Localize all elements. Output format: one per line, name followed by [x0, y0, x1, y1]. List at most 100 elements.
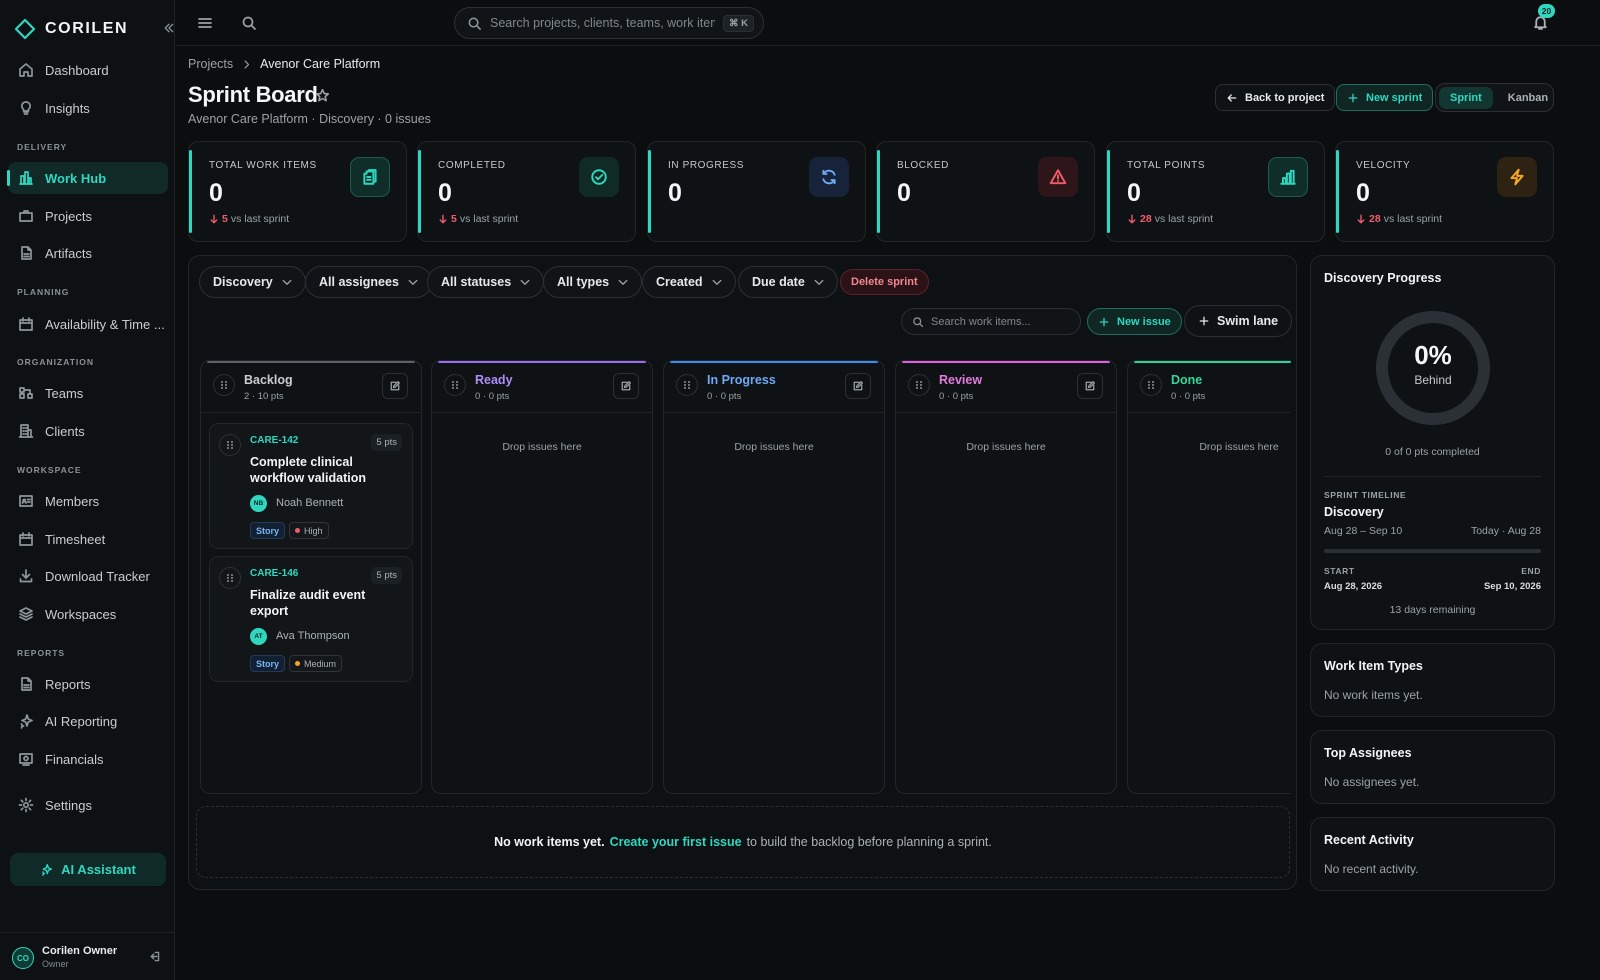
- filter-due-date[interactable]: Due date: [738, 266, 838, 298]
- filter-label: All types: [557, 275, 610, 289]
- search-input[interactable]: [490, 16, 715, 30]
- drag-handle-icon[interactable]: [676, 374, 698, 396]
- new-issue-button[interactable]: New issue: [1087, 308, 1182, 335]
- issue-card[interactable]: CARE-146 5 pts Finalize audit event expo…: [209, 556, 413, 682]
- new-sprint-button[interactable]: New sprint: [1336, 84, 1434, 111]
- drag-handle-icon[interactable]: [1140, 374, 1162, 396]
- new-issue-label: New issue: [1117, 315, 1171, 328]
- column-review[interactable]: Review 0 · 0 pts Drop issues here: [895, 360, 1117, 794]
- filter-assignees[interactable]: All assignees: [305, 266, 432, 298]
- star-icon[interactable]: [315, 88, 330, 103]
- breadcrumb: Projects Avenor Care Platform: [188, 57, 380, 71]
- drag-handle-icon[interactable]: [908, 374, 930, 396]
- chevron-down-icon: [520, 279, 530, 285]
- sidebar-item-projects[interactable]: Projects: [8, 200, 168, 232]
- sidebar-item-members[interactable]: Members: [8, 485, 168, 517]
- column-accent: [207, 361, 415, 363]
- issue-card[interactable]: CARE-142 5 pts Complete clinical workflo…: [209, 423, 413, 549]
- filter-types[interactable]: All types: [543, 266, 643, 298]
- sidebar-item-workspaces[interactable]: Workspaces: [8, 598, 168, 630]
- tab-sprint[interactable]: Sprint: [1439, 86, 1493, 109]
- work-item-search-input[interactable]: [931, 315, 1071, 328]
- stat-card-total-points: TOTAL POINTS 0 28 vs last sprint: [1106, 141, 1325, 242]
- divider: [1324, 476, 1541, 477]
- sidebar-item-label: Reports: [45, 676, 91, 692]
- section-workspace: WORKSPACE: [17, 465, 82, 475]
- sidebar-item-clients[interactable]: Clients: [8, 415, 168, 447]
- sidebar-item-dashboard[interactable]: Dashboard: [8, 54, 168, 86]
- issue-key[interactable]: CARE-146: [250, 568, 299, 579]
- swim-lane-button[interactable]: Swim lane: [1184, 305, 1293, 337]
- chevron-down-icon: [282, 279, 292, 285]
- sidebar-item-artifacts[interactable]: Artifacts: [8, 237, 168, 269]
- edit-icon[interactable]: [613, 373, 639, 399]
- sidebar-item-reports[interactable]: Reports: [8, 668, 168, 700]
- filter-created[interactable]: Created: [642, 266, 736, 298]
- calendar-icon: [19, 532, 33, 546]
- column-title: In Progress: [707, 373, 776, 387]
- column-meta: 0 · 0 pts: [1171, 391, 1206, 402]
- stat-value: 0: [1356, 179, 1370, 207]
- user-profile[interactable]: CO Corilen Owner Owner: [0, 932, 175, 980]
- column-backlog[interactable]: Backlog 2 · 10 pts CARE-142 5 pts Comple…: [200, 360, 422, 794]
- stat-card-in-progress: IN PROGRESS 0: [647, 141, 866, 242]
- logo[interactable]: CORILEN: [14, 18, 128, 40]
- filter-statuses[interactable]: All statuses: [427, 266, 545, 298]
- work-item-search[interactable]: [901, 308, 1081, 335]
- sidebar-item-teams[interactable]: Teams: [8, 377, 168, 409]
- column-done[interactable]: Done 0 · 0 pts Drop issues here: [1127, 360, 1291, 794]
- topbar: ⌘ K: [175, 0, 1600, 46]
- type-badge: Story: [250, 522, 286, 539]
- stat-label: COMPLETED: [438, 160, 506, 171]
- global-search[interactable]: ⌘ K: [454, 7, 764, 39]
- search-icon[interactable]: [241, 15, 257, 31]
- create-first-issue-link[interactable]: Create your first issue: [609, 835, 742, 849]
- edit-icon[interactable]: [1077, 373, 1103, 399]
- drag-handle-icon[interactable]: [219, 567, 241, 589]
- bell-icon[interactable]: [1532, 14, 1549, 31]
- sidebar-item-label: Dashboard: [45, 62, 109, 78]
- filter-sprint[interactable]: Discovery: [199, 266, 306, 298]
- drag-handle-icon[interactable]: [444, 374, 466, 396]
- column-title: Backlog: [244, 373, 293, 387]
- breadcrumb-projects[interactable]: Projects: [188, 57, 234, 71]
- drop-zone-hint: Drop issues here: [966, 441, 1046, 453]
- swim-lane-label: Swim lane: [1217, 314, 1279, 328]
- column-ready[interactable]: Ready 0 · 0 pts Drop issues here: [431, 360, 653, 794]
- sidebar-item-availability[interactable]: Availability & Time ...: [8, 308, 168, 340]
- sidebar-item-timesheet[interactable]: Timesheet: [8, 523, 168, 555]
- arrow-down-icon: [439, 214, 447, 224]
- priority-badge: High: [289, 522, 329, 539]
- sidebar-item-financials[interactable]: Financials: [8, 743, 168, 775]
- delete-sprint-button[interactable]: Delete sprint: [840, 269, 929, 295]
- drag-handle-icon[interactable]: [219, 434, 241, 456]
- id-card-icon: [19, 495, 33, 507]
- sprint-name: Discovery: [1324, 505, 1384, 519]
- refresh-icon: [809, 157, 849, 197]
- stat-label: IN PROGRESS: [668, 160, 745, 171]
- ai-assistant-button[interactable]: AI Assistant: [10, 853, 166, 886]
- sidebar-item-work-hub[interactable]: Work Hub: [7, 162, 168, 194]
- edit-icon[interactable]: [845, 373, 871, 399]
- stat-value: 0: [1127, 179, 1141, 207]
- sidebar-item-insights[interactable]: Insights: [8, 92, 168, 124]
- drag-handle-icon[interactable]: [213, 374, 235, 396]
- column-header: Review 0 · 0 pts: [896, 361, 1116, 413]
- column-in-progress[interactable]: In Progress 0 · 0 pts Drop issues here: [663, 360, 885, 794]
- edit-icon[interactable]: [382, 373, 408, 399]
- sidebar-item-settings[interactable]: Settings: [8, 789, 168, 821]
- menu-icon[interactable]: [197, 15, 213, 31]
- progress-caption: 0 of 0 pts completed: [1385, 446, 1480, 458]
- sidebar: CORILEN Dashboard Insights DELIVERY Work…: [0, 0, 175, 980]
- sparkles-icon: [42, 863, 53, 876]
- back-to-project-button[interactable]: Back to project: [1215, 84, 1336, 111]
- sprint-today: Today · Aug 28: [1470, 525, 1541, 537]
- sidebar-item-download-tracker[interactable]: Download Tracker: [8, 560, 168, 592]
- column-header: Backlog 2 · 10 pts: [201, 361, 421, 413]
- filter-label: All statuses: [441, 275, 512, 289]
- logout-icon[interactable]: [148, 950, 161, 963]
- tab-kanban[interactable]: Kanban: [1507, 91, 1549, 104]
- issue-key[interactable]: CARE-142: [250, 435, 299, 446]
- sidebar-item-ai-reporting[interactable]: AI Reporting: [8, 705, 168, 737]
- collapse-sidebar-icon[interactable]: [163, 22, 175, 34]
